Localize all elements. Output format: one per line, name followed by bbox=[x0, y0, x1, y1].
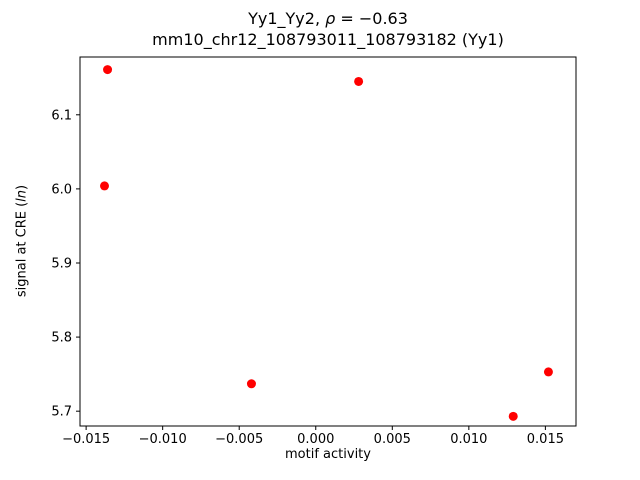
y-tick-label: 5.8 bbox=[51, 331, 72, 346]
axes-border bbox=[79, 56, 577, 427]
data-point bbox=[543, 367, 553, 377]
plot-title: Yy1_Yy2, ρ = −0.63 mm10_chr12_108793011_… bbox=[80, 8, 576, 50]
x-axis-label: motif activity bbox=[285, 447, 371, 462]
data-point bbox=[103, 65, 113, 75]
plot-title-line2: mm10_chr12_108793011_108793182 (Yy1) bbox=[152, 30, 504, 49]
title-rho-symbol: ρ bbox=[325, 9, 336, 28]
x-tick-label: 0.000 bbox=[297, 432, 334, 447]
title-correlation-value: = −0.63 bbox=[335, 9, 408, 28]
x-tick-label: −0.010 bbox=[139, 432, 187, 447]
plot-title-line1: Yy1_Yy2, ρ = −0.63 bbox=[80, 8, 576, 29]
y-tick-label: 6.0 bbox=[51, 182, 72, 197]
y-tick-label: 5.7 bbox=[51, 405, 72, 420]
data-point bbox=[246, 379, 256, 389]
x-tick-label: 0.015 bbox=[527, 432, 564, 447]
data-point bbox=[508, 411, 518, 421]
x-tick-label: 0.005 bbox=[374, 432, 411, 447]
x-tick-label: 0.010 bbox=[450, 432, 487, 447]
x-tick-label: −0.015 bbox=[62, 432, 110, 447]
x-tick-label: −0.005 bbox=[215, 432, 263, 447]
data-point bbox=[354, 76, 364, 86]
title-prefix: Yy1_Yy2, bbox=[248, 9, 326, 28]
y-tick-label: 6.1 bbox=[51, 108, 72, 123]
y-tick-label: 5.9 bbox=[51, 256, 72, 271]
data-point bbox=[99, 181, 109, 191]
